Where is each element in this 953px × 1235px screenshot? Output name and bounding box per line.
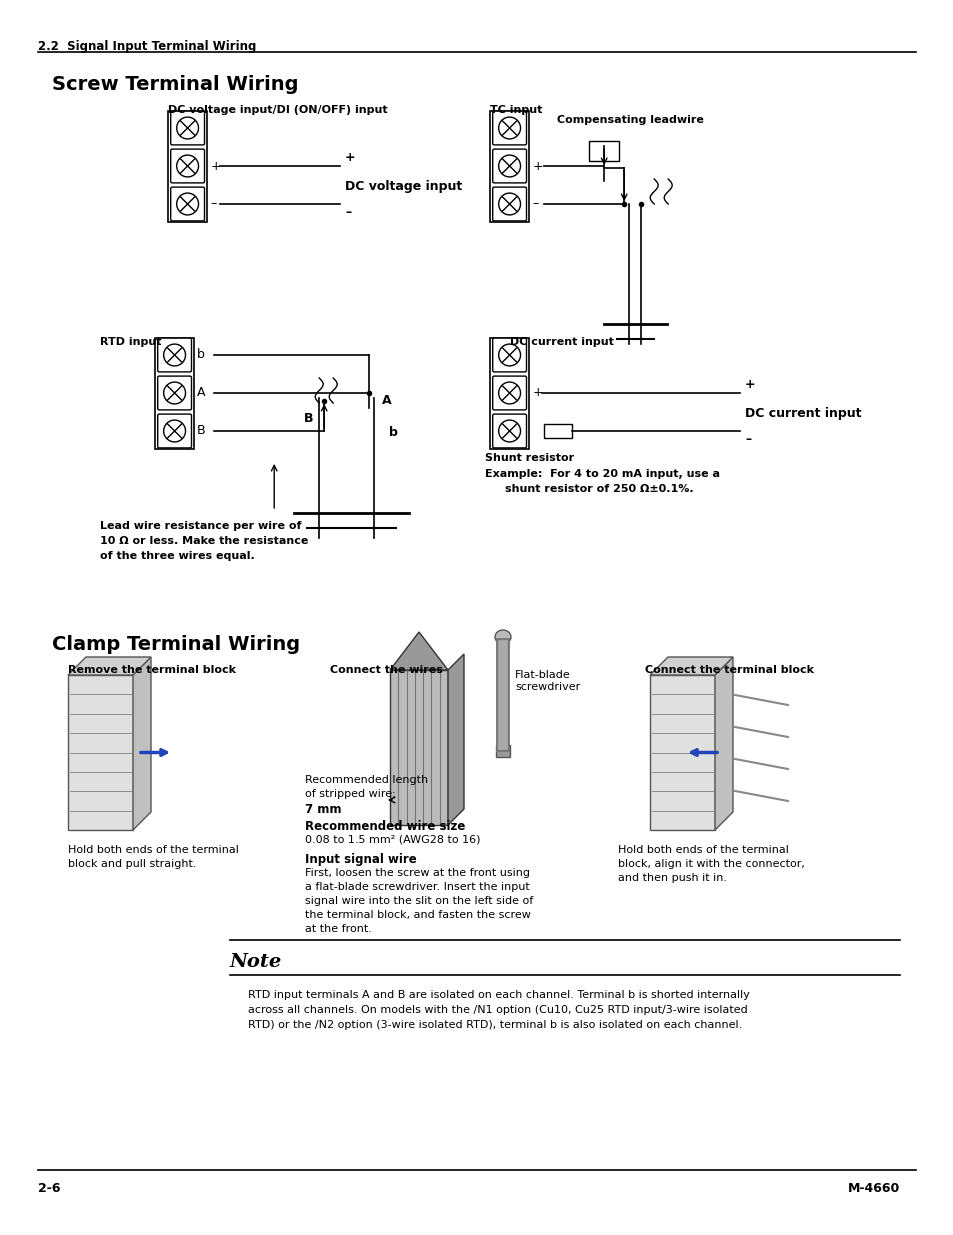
Circle shape <box>498 382 520 404</box>
Polygon shape <box>68 657 151 676</box>
Polygon shape <box>132 657 151 830</box>
FancyBboxPatch shape <box>492 186 526 221</box>
Text: DC voltage input/DI (ON/OFF) input: DC voltage input/DI (ON/OFF) input <box>168 105 387 115</box>
Text: A: A <box>197 387 206 399</box>
Text: RTD) or the /N2 option (3-wire isolated RTD), terminal b is also isolated on eac: RTD) or the /N2 option (3-wire isolated … <box>248 1020 741 1030</box>
Text: Hold both ends of the terminal: Hold both ends of the terminal <box>618 845 788 855</box>
Text: b: b <box>197 348 205 362</box>
Text: +: + <box>532 159 542 173</box>
Text: DC current input: DC current input <box>510 337 613 347</box>
FancyBboxPatch shape <box>492 414 526 448</box>
Text: Shunt resistor: Shunt resistor <box>484 453 574 463</box>
Circle shape <box>164 420 185 442</box>
Text: 0.08 to 1.5 mm² (AWG28 to 16): 0.08 to 1.5 mm² (AWG28 to 16) <box>305 835 480 845</box>
Text: +: + <box>345 151 355 164</box>
FancyBboxPatch shape <box>490 111 529 222</box>
FancyBboxPatch shape <box>168 111 207 222</box>
Text: First, loosen the screw at the front using: First, loosen the screw at the front usi… <box>305 868 530 878</box>
Text: Recommended length: Recommended length <box>305 776 428 785</box>
Circle shape <box>164 382 185 404</box>
Text: RTD input terminals A and B are isolated on each channel. Terminal b is shorted : RTD input terminals A and B are isolated… <box>248 990 749 1000</box>
Text: –: – <box>345 206 351 219</box>
Circle shape <box>164 345 185 366</box>
Text: –: – <box>532 198 537 210</box>
Text: A: A <box>382 394 392 406</box>
Ellipse shape <box>495 630 511 643</box>
Text: a flat-blade screwdriver. Insert the input: a flat-blade screwdriver. Insert the inp… <box>305 882 529 892</box>
FancyBboxPatch shape <box>492 149 526 183</box>
FancyBboxPatch shape <box>157 414 192 448</box>
Text: 10 Ω or less. Make the resistance: 10 Ω or less. Make the resistance <box>100 536 308 546</box>
Text: B: B <box>304 411 314 425</box>
Circle shape <box>498 156 520 177</box>
Text: Connect the wires: Connect the wires <box>330 664 442 676</box>
Text: Connect the terminal block: Connect the terminal block <box>644 664 813 676</box>
Text: Example:  For 4 to 20 mA input, use a: Example: For 4 to 20 mA input, use a <box>484 469 720 479</box>
Circle shape <box>498 420 520 442</box>
Polygon shape <box>714 657 732 830</box>
FancyBboxPatch shape <box>157 377 192 410</box>
Circle shape <box>176 117 198 138</box>
FancyBboxPatch shape <box>171 149 204 183</box>
Text: the terminal block, and fasten the screw: the terminal block, and fasten the screw <box>305 910 530 920</box>
Circle shape <box>498 193 520 215</box>
FancyBboxPatch shape <box>543 424 572 438</box>
Text: block and pull straight.: block and pull straight. <box>68 860 196 869</box>
Text: DC current input: DC current input <box>744 408 861 420</box>
Text: and then push it in.: and then push it in. <box>618 873 726 883</box>
Circle shape <box>498 117 520 138</box>
Text: 7 mm: 7 mm <box>305 803 341 816</box>
FancyBboxPatch shape <box>157 338 192 372</box>
Text: Screw Terminal Wiring: Screw Terminal Wiring <box>52 75 298 94</box>
Text: Hold both ends of the terminal: Hold both ends of the terminal <box>68 845 238 855</box>
Polygon shape <box>448 655 463 825</box>
FancyBboxPatch shape <box>154 338 194 450</box>
Text: –: – <box>744 433 750 446</box>
Text: TC input: TC input <box>490 105 542 115</box>
Text: 2.2  Signal Input Terminal Wiring: 2.2 Signal Input Terminal Wiring <box>38 40 256 53</box>
Text: of the three wires equal.: of the three wires equal. <box>100 551 254 561</box>
Text: Note: Note <box>230 953 282 971</box>
Text: Input signal wire: Input signal wire <box>305 853 416 866</box>
Text: +: + <box>744 378 755 391</box>
FancyBboxPatch shape <box>649 676 714 830</box>
Circle shape <box>176 193 198 215</box>
Text: Compensating leadwire: Compensating leadwire <box>557 115 703 125</box>
FancyBboxPatch shape <box>496 745 510 757</box>
FancyBboxPatch shape <box>589 141 618 161</box>
FancyBboxPatch shape <box>492 338 526 372</box>
Text: across all channels. On models with the /N1 option (Cu10, Cu25 RTD input/3-wire : across all channels. On models with the … <box>248 1005 747 1015</box>
Polygon shape <box>390 632 448 671</box>
Text: 2-6: 2-6 <box>38 1182 60 1195</box>
Circle shape <box>176 156 198 177</box>
FancyBboxPatch shape <box>171 111 204 144</box>
Text: at the front.: at the front. <box>305 924 372 934</box>
Text: Remove the terminal block: Remove the terminal block <box>68 664 235 676</box>
Polygon shape <box>649 657 732 676</box>
Text: RTD input: RTD input <box>100 337 161 347</box>
Text: Flat-blade
screwdriver: Flat-blade screwdriver <box>515 671 579 692</box>
Circle shape <box>498 345 520 366</box>
Text: Lead wire resistance per wire of: Lead wire resistance per wire of <box>100 521 301 531</box>
Text: –: – <box>210 198 216 210</box>
Text: of stripped wire:: of stripped wire: <box>305 789 395 799</box>
Text: +: + <box>532 387 542 399</box>
Text: Recommended wire size: Recommended wire size <box>305 820 465 832</box>
Text: M-4660: M-4660 <box>847 1182 899 1195</box>
Text: b: b <box>389 426 397 440</box>
FancyBboxPatch shape <box>492 377 526 410</box>
Text: shunt resistor of 250 Ω±0.1%.: shunt resistor of 250 Ω±0.1%. <box>504 484 693 494</box>
Text: block, align it with the connector,: block, align it with the connector, <box>618 860 804 869</box>
Text: signal wire into the slit on the left side of: signal wire into the slit on the left si… <box>305 897 533 906</box>
Text: DC voltage input: DC voltage input <box>345 180 462 193</box>
Text: Clamp Terminal Wiring: Clamp Terminal Wiring <box>52 635 300 655</box>
Text: B: B <box>197 425 206 437</box>
Text: +: + <box>210 159 220 173</box>
FancyBboxPatch shape <box>390 671 448 825</box>
FancyBboxPatch shape <box>490 338 529 450</box>
FancyBboxPatch shape <box>492 111 526 144</box>
FancyBboxPatch shape <box>68 676 132 830</box>
FancyBboxPatch shape <box>171 186 204 221</box>
